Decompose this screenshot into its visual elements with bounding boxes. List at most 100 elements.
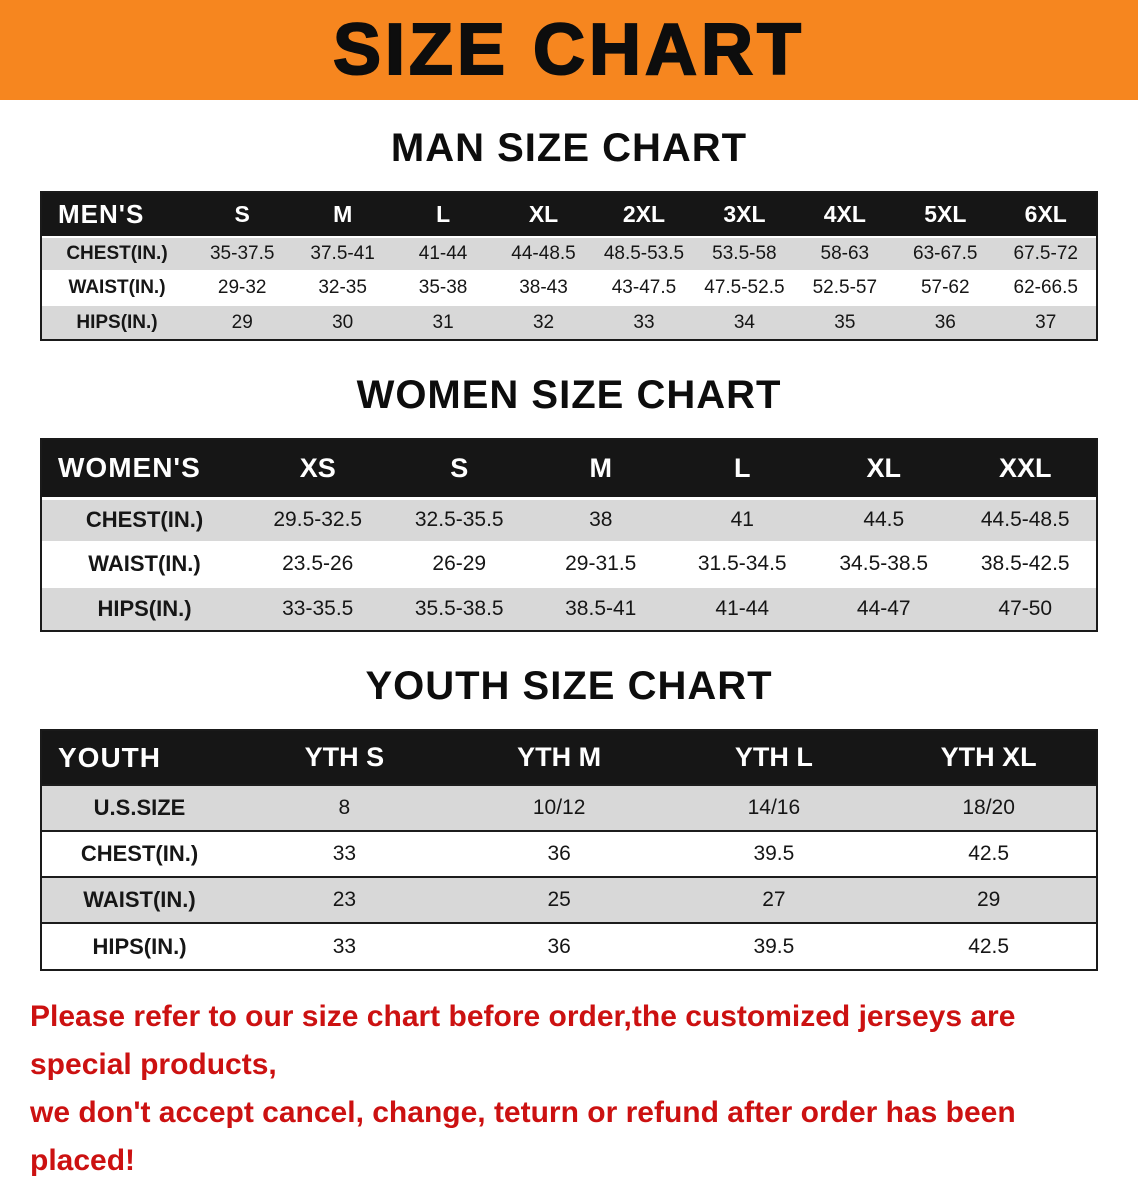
size-column-header: M: [292, 193, 393, 237]
size-value: 29: [192, 304, 293, 339]
youth-size-chart-section: YOUTH SIZE CHART YOUTH YTH S YTH M YTH L YTH…: [0, 664, 1138, 971]
size-value: 8: [237, 784, 452, 831]
row-label: CHEST(IN.): [42, 236, 192, 271]
size-value: 44.5: [813, 496, 955, 542]
footer-disclaimer-line: we don't accept cancel, change, teturn o…: [30, 1096, 1016, 1177]
size-value: 41-44: [392, 236, 494, 271]
youth-size-table-wrapper: YOUTH YTH S YTH M YTH L YTH XL U.S.SIZE 8 10/12…: [40, 729, 1098, 971]
size-value: 18/20: [881, 784, 1096, 831]
size-value: 35.5-38.5: [388, 584, 530, 630]
size-value: 48.5-53.5: [593, 236, 695, 271]
size-column-header: L: [671, 440, 813, 498]
size-value: 29.5-32.5: [247, 496, 389, 542]
size-value: 44-47: [813, 584, 955, 630]
size-column-header: 6XL: [995, 193, 1096, 237]
table-row: WAIST(IN.) 29-32 32-35 35-38 38-43 43-47.5 47.…: [42, 270, 1096, 305]
banner-title: SIZE CHART: [332, 10, 805, 90]
size-value: 26-29: [388, 540, 530, 586]
men-size-table: MEN'S S M L XL 2XL 3XL 4XL 5XL 6XL CHEST(IN.) 35-37…: [42, 193, 1096, 339]
size-value: 33: [237, 922, 452, 969]
size-column-header: XS: [247, 440, 389, 498]
size-column-header: YTH XL: [881, 731, 1096, 785]
size-value: 67.5-72: [995, 236, 1096, 271]
size-value: 27: [666, 876, 882, 923]
size-value: 32.5-35.5: [388, 496, 530, 542]
size-value: 29-31.5: [530, 540, 672, 586]
table-row: WAIST(IN.) 23 25 27 29: [42, 876, 1096, 923]
table-header-row: MEN'S S M L XL 2XL 3XL 4XL 5XL 6XL: [42, 193, 1096, 237]
size-value: 63-67.5: [895, 236, 996, 271]
size-value: 57-62: [895, 270, 996, 305]
size-column-header: XL: [493, 193, 594, 237]
size-value: 58-63: [794, 236, 896, 271]
size-value: 34: [694, 304, 795, 339]
size-value: 32: [493, 304, 594, 339]
size-value: 53.5-58: [694, 236, 795, 271]
row-label: WAIST(IN.): [42, 540, 247, 586]
size-value: 39.5: [666, 922, 882, 969]
table-row: CHEST(IN.) 35-37.5 37.5-41 41-44 44-48.5 48.5…: [42, 236, 1096, 271]
size-value: 32-35: [292, 270, 393, 305]
table-header-row: YOUTH YTH S YTH M YTH L YTH XL: [42, 731, 1096, 785]
men-size-chart-heading: MAN SIZE CHART: [390, 126, 748, 170]
size-value: 34.5-38.5: [813, 540, 955, 586]
size-value: 38-43: [493, 270, 594, 305]
size-value: 52.5-57: [794, 270, 896, 305]
size-value: 62-66.5: [995, 270, 1096, 305]
size-value: 44-48.5: [493, 236, 594, 271]
row-label: HIPS(IN.): [42, 584, 247, 630]
size-value: 31.5-34.5: [671, 540, 813, 586]
youth-size-chart-heading: YOUTH SIZE CHART: [365, 664, 773, 708]
size-value: 29: [881, 876, 1096, 923]
size-value: 30: [292, 304, 393, 339]
youth-size-table: YOUTH YTH S YTH M YTH L YTH XL U.S.SIZE 8 10/12…: [42, 731, 1096, 969]
size-value: 41-44: [671, 584, 813, 630]
footer-disclaimer-line: Please refer to our size chart before or…: [30, 1000, 1016, 1081]
size-column-header: XXL: [954, 440, 1096, 498]
size-value: 39.5: [666, 830, 882, 877]
size-value: 35-37.5: [192, 236, 293, 271]
size-value: 29-32: [192, 270, 293, 305]
size-column-header: 3XL: [694, 193, 795, 237]
size-column-header: YTH S: [237, 731, 452, 785]
table-row: HIPS(IN.) 33-35.5 35.5-38.5 38.5-41 41-44 44-…: [42, 584, 1096, 630]
size-column-header: YTH L: [666, 731, 882, 785]
women-size-table: WOMEN'S XS S M L XL XXL CHEST(IN.) 29.5-32.5 32.5…: [42, 440, 1096, 630]
size-value: 38.5-42.5: [954, 540, 1096, 586]
size-value: 23.5-26: [247, 540, 389, 586]
size-value: 36: [895, 304, 996, 339]
size-value: 14/16: [666, 784, 882, 831]
men-size-chart-section: MAN SIZE CHART MEN'S S M L XL 2XL 3XL 4XL 5XL 6XL…: [0, 126, 1138, 341]
size-column-header: 2XL: [593, 193, 695, 237]
size-chart-banner: SIZE CHART: [0, 0, 1138, 100]
row-label: U.S.SIZE: [42, 784, 237, 831]
size-value: 47.5-52.5: [694, 270, 795, 305]
size-value: 44.5-48.5: [954, 496, 1096, 542]
size-value: 38.5-41: [530, 584, 672, 630]
women-size-chart-section: WOMEN SIZE CHART WOMEN'S XS S M L XL XXL CHEST(…: [0, 373, 1138, 632]
size-column-header: 4XL: [794, 193, 896, 237]
size-value: 25: [451, 876, 667, 923]
row-label: WAIST(IN.): [42, 876, 237, 923]
table-row: U.S.SIZE 8 10/12 14/16 18/20: [42, 784, 1096, 831]
footer-disclaimer: Please refer to our size chart before or…: [30, 993, 1120, 1185]
table-corner-header: YOUTH: [42, 731, 237, 785]
size-value: 33: [237, 830, 452, 877]
men-size-table-wrapper: MEN'S S M L XL 2XL 3XL 4XL 5XL 6XL CHEST(IN.) 35-37…: [40, 191, 1098, 341]
size-value: 33-35.5: [247, 584, 389, 630]
size-column-header: S: [192, 193, 293, 237]
size-value: 36: [451, 830, 667, 877]
size-column-header: YTH M: [451, 731, 667, 785]
row-label: HIPS(IN.): [42, 922, 237, 969]
size-value: 36: [451, 922, 667, 969]
size-value: 35-38: [392, 270, 494, 305]
size-value: 23: [237, 876, 452, 923]
women-size-table-wrapper: WOMEN'S XS S M L XL XXL CHEST(IN.) 29.5-32.5 32.5…: [40, 438, 1098, 632]
table-row: WAIST(IN.) 23.5-26 26-29 29-31.5 31.5-34.5 34…: [42, 540, 1096, 586]
size-value: 42.5: [881, 830, 1096, 877]
size-value: 31: [392, 304, 494, 339]
size-value: 41: [671, 496, 813, 542]
table-corner-header: WOMEN'S: [42, 440, 247, 498]
size-value: 37: [995, 304, 1096, 339]
row-label: CHEST(IN.): [42, 496, 247, 542]
